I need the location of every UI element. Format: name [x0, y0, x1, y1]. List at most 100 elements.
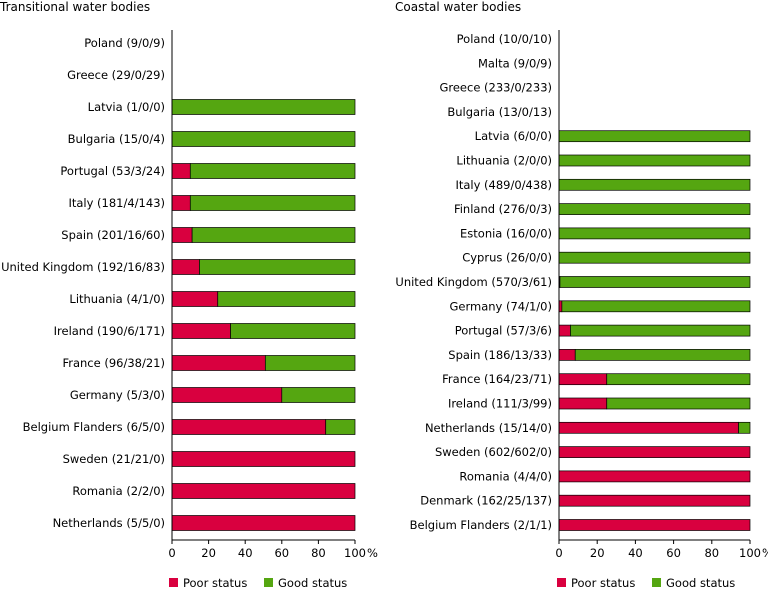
x-tick-label: 80	[704, 546, 719, 560]
x-tick-label: 40	[628, 546, 643, 560]
category-label: Greece (233/0/233)	[439, 81, 552, 95]
bar-poor-status	[558, 324, 571, 337]
x-tick-label: 60	[666, 546, 681, 560]
bar-poor-status	[171, 419, 327, 435]
coastal-legend: Poor status Good status	[557, 576, 735, 590]
bar-good-status	[574, 349, 751, 361]
coastal-chart-title: Coastal water bodies	[395, 0, 521, 14]
bar-good-status	[189, 163, 356, 179]
category-label: Cyprus (26/0/0)	[462, 251, 552, 265]
category-label: Belgium Flanders (6/5/0)	[23, 420, 165, 434]
category-label: Lithuania (2/0/0)	[456, 154, 552, 168]
category-label: Portugal (53/3/24)	[60, 164, 165, 178]
bar-poor-status	[171, 483, 356, 499]
bar-good-status	[606, 397, 751, 410]
bar-good-status	[570, 324, 751, 337]
category-label: Estonia (16/0/0)	[460, 226, 552, 240]
bar-good-status	[559, 276, 751, 288]
bar-good-status	[171, 131, 356, 147]
category-label: Malta (9/0/9)	[478, 56, 552, 70]
bar-poor-status	[558, 349, 576, 361]
category-label: Portugal (57/3/6)	[455, 324, 552, 338]
legend-poor-label: Poor status	[183, 576, 247, 590]
bar-good-status	[325, 419, 356, 435]
category-label: Netherlands (15/14/0)	[425, 421, 552, 435]
bar-poor-status	[558, 470, 751, 483]
category-label: Spain (201/16/60)	[61, 228, 165, 242]
bar-good-status	[189, 195, 356, 211]
category-label: France (164/23/71)	[442, 372, 552, 386]
bar-poor-status	[171, 291, 219, 307]
bar-poor-status	[171, 227, 193, 243]
legend-poor-label: Poor status	[571, 576, 635, 590]
x-tick-label: 0	[168, 546, 175, 560]
bar-poor-status	[171, 451, 356, 467]
bar-good-status	[230, 323, 356, 339]
bar-poor-status	[558, 397, 608, 410]
category-label: Latvia (6/0/0)	[475, 129, 552, 143]
bar-good-status	[558, 203, 751, 215]
x-tick-label: 40	[238, 546, 253, 560]
bar-poor-status	[558, 373, 608, 386]
category-label: Germany (5/3/0)	[70, 388, 165, 402]
legend-good-swatch	[652, 578, 661, 587]
bar-poor-status	[171, 515, 356, 531]
bar-good-status	[199, 259, 356, 275]
bar-good-status	[558, 130, 751, 143]
category-label: United Kingdom (570/3/61)	[395, 275, 552, 289]
bar-good-status	[264, 355, 356, 371]
legend-poor-swatch	[557, 578, 566, 587]
category-label: United Kingdom (192/16/83)	[1, 260, 165, 274]
x-tick-label: 100	[344, 546, 366, 560]
legend-good-swatch	[264, 578, 273, 587]
category-label: Germany (74/1/0)	[449, 299, 552, 313]
category-label: Ireland (190/6/171)	[54, 324, 165, 338]
category-label: Sweden (602/602/0)	[435, 445, 552, 459]
legend-good-label: Good status	[666, 576, 735, 590]
legend-poor-swatch	[169, 578, 178, 587]
category-label: Italy (181/4/143)	[68, 196, 165, 210]
transitional-legend: Poor status Good status	[169, 576, 347, 590]
category-label: Lithuania (4/1/0)	[69, 292, 165, 306]
bar-poor-status	[171, 163, 191, 179]
category-label: Denmark (162/25/137)	[420, 494, 552, 508]
bar-good-status	[281, 387, 356, 403]
bar-poor-status	[558, 446, 751, 458]
bar-good-status	[558, 251, 751, 264]
category-label: Bulgaria (15/0/4)	[68, 132, 165, 146]
bar-poor-status	[171, 259, 200, 275]
category-label: Sweden (21/21/0)	[63, 452, 165, 466]
category-label: Romania (4/4/0)	[459, 469, 552, 483]
bar-good-status	[561, 300, 751, 313]
category-label: Poland (10/0/10)	[457, 32, 552, 46]
bar-poor-status	[558, 494, 751, 507]
bar-good-status	[558, 178, 751, 191]
transitional-chart-title: Transitional water bodies	[0, 0, 150, 14]
coastal-chart: Poland (10/0/10) Malta (9/0/9) Greece (233…	[395, 30, 768, 560]
x-axis-unit-label: %	[367, 546, 378, 560]
category-label: France (96/38/21)	[62, 356, 165, 370]
legend-good-label: Good status	[278, 576, 347, 590]
x-tick-label: 100	[739, 546, 761, 560]
bar-poor-status	[171, 387, 283, 403]
category-label: Poland (9/0/9)	[84, 36, 165, 50]
bar-poor-status	[171, 195, 191, 211]
category-label: Netherlands (5/5/0)	[53, 516, 165, 530]
category-label: Latvia (1/0/0)	[88, 100, 165, 114]
bar-good-status	[558, 227, 751, 240]
category-label: Bulgaria (13/0/13)	[447, 105, 552, 119]
bar-poor-status	[171, 355, 266, 371]
transitional-chart: Poland (9/0/9) Greece (29/0/29) Latvia (1/…	[1, 30, 378, 560]
bar-good-status	[191, 227, 356, 243]
category-label: Romania (2/2/0)	[72, 484, 165, 498]
bar-poor-status	[558, 421, 739, 434]
x-tick-label: 20	[590, 546, 605, 560]
category-label: Greece (29/0/29)	[67, 68, 165, 82]
x-tick-label: 60	[274, 546, 289, 560]
x-tick-label: 0	[555, 546, 562, 560]
bar-good-status	[171, 99, 356, 115]
bar-good-status	[738, 421, 751, 434]
category-label: Spain (186/13/33)	[448, 348, 552, 362]
category-label: Belgium Flanders (2/1/1)	[410, 518, 552, 532]
